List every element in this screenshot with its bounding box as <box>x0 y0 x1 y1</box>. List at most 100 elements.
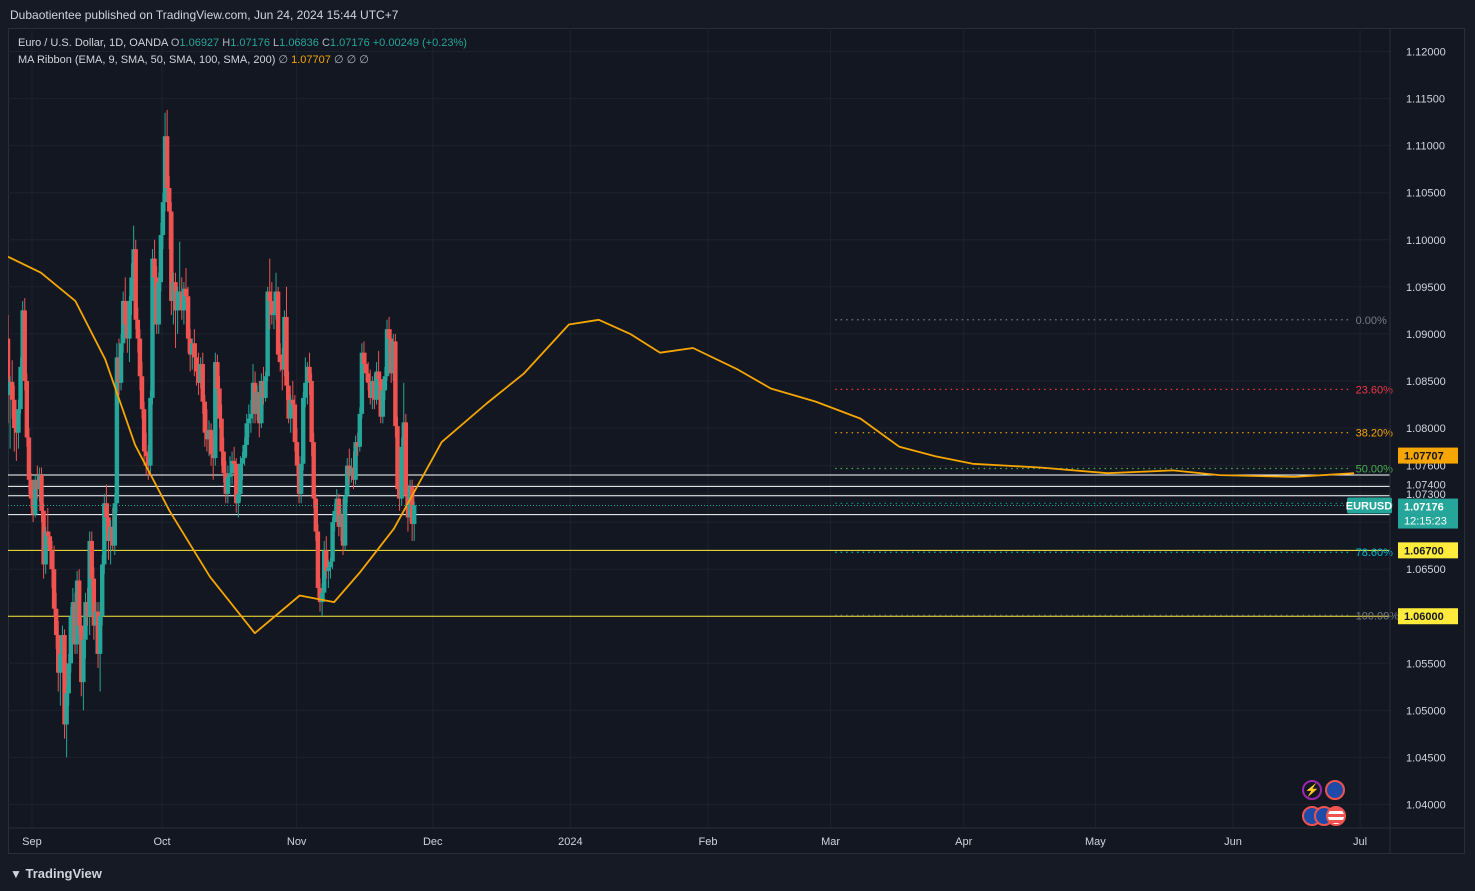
time-tick-label: Jun <box>1224 836 1242 848</box>
candle-down <box>91 567 97 640</box>
indicator-name[interactable]: MA Ribbon (EMA, 9, SMA, 50, SMA, 100, SM… <box>18 54 276 66</box>
candle-body <box>246 418 252 424</box>
footer-bar: ▼ TradingView <box>0 858 1475 891</box>
candle-body <box>363 364 369 374</box>
candle-body <box>47 536 53 551</box>
time-tick-label: Oct <box>153 836 170 848</box>
candle-body <box>100 564 105 617</box>
candle-body <box>33 479 38 515</box>
candle-down <box>51 545 57 617</box>
candle-body <box>45 531 50 537</box>
candle-up <box>64 686 69 758</box>
candle-down <box>24 373 30 447</box>
candle-body <box>16 409 21 433</box>
high-label: H <box>222 37 231 49</box>
indicator-legend-row[interactable]: MA Ribbon (EMA, 9, SMA, 50, SMA, 100, SM… <box>18 52 467 69</box>
candle-body <box>311 442 316 499</box>
candle-up <box>225 465 231 504</box>
candle-body <box>294 442 300 466</box>
candle-down <box>275 286 281 363</box>
candle-body <box>242 444 247 459</box>
tradingview-logo[interactable]: ▼ TradingView <box>10 866 102 881</box>
price-tick-label: 1.08500 <box>1406 376 1446 388</box>
candle-body <box>9 381 15 400</box>
candle-body <box>194 357 199 372</box>
price-tick-label: 1.07400 <box>1406 479 1446 491</box>
close-value: 1.07176 <box>329 37 370 49</box>
candle-down <box>311 432 316 508</box>
candle-body <box>374 371 379 400</box>
candle-body <box>290 399 295 405</box>
candle-body <box>164 136 170 188</box>
candle-body <box>259 380 264 424</box>
candle-down <box>234 458 239 513</box>
candle-body <box>24 380 30 438</box>
eu-flag-icon[interactable] <box>1325 780 1345 800</box>
candle-body <box>43 531 48 565</box>
symbol-legend-row[interactable]: Euro / U.S. Dollar, 1D, OANDA O1.06927 H… <box>18 35 467 52</box>
fib-level-label: 78.60% <box>1356 547 1394 559</box>
header-bar: Dubaotientee published on TradingView.co… <box>0 0 1475 28</box>
candle-body <box>227 473 233 477</box>
candle-up <box>246 404 252 438</box>
candle-body <box>114 357 120 504</box>
candle-up <box>181 282 187 325</box>
candle-body <box>303 382 308 398</box>
candle-body <box>156 282 161 325</box>
candle-body <box>66 663 71 694</box>
low-value: 1.06836 <box>279 37 319 49</box>
candle-body <box>267 291 272 301</box>
time-tick-label: 2024 <box>558 836 582 848</box>
candle-body <box>148 397 153 466</box>
candle-down <box>8 315 11 424</box>
time-tick-label: Mar <box>821 836 840 848</box>
candle-up <box>384 319 390 381</box>
indicator-extra-values: ∅ ∅ ∅ <box>333 54 369 66</box>
candle-body <box>118 343 124 383</box>
candle-up <box>263 371 268 402</box>
candle-body <box>160 202 166 236</box>
candle-body <box>76 580 82 626</box>
candle-body <box>236 493 241 504</box>
symbol-name[interactable]: Euro / U.S. Dollar, 1D, OANDA <box>18 37 168 49</box>
price-tick-label: 1.09500 <box>1406 282 1446 294</box>
high-value: 1.07176 <box>230 37 270 49</box>
candle-body <box>89 540 94 579</box>
candle-body <box>127 300 132 339</box>
candle-body <box>326 567 331 572</box>
candle-body <box>240 458 245 464</box>
lightning-icon[interactable]: ⚡ <box>1302 780 1322 800</box>
candle-body <box>62 635 67 725</box>
candle-up <box>342 489 348 551</box>
candle-body <box>219 418 224 452</box>
time-tick-label: Jul <box>1353 836 1367 848</box>
candle-body <box>183 288 189 297</box>
candle-body <box>68 616 74 664</box>
close-label: C <box>321 37 330 49</box>
candle-body <box>58 653 63 673</box>
tradingview-logo-text: TradingView <box>25 866 102 881</box>
candle-body <box>150 258 155 398</box>
bar-countdown: 12:15:23 <box>1404 516 1447 528</box>
chart-pane[interactable] <box>8 28 1465 854</box>
candle-body <box>345 465 350 496</box>
candle-down <box>395 416 400 499</box>
candle-body <box>269 300 275 316</box>
candle-body <box>238 463 243 494</box>
candle-down <box>139 362 145 419</box>
us-flag-icon[interactable] <box>1326 806 1346 826</box>
price-chart[interactable]: 0.00%23.60%38.20%50.00%61.80%78.60%100.0… <box>8 28 1465 854</box>
symbol-tag <box>1347 497 1392 514</box>
candle-body <box>399 446 404 499</box>
candle-down <box>208 423 214 466</box>
price-tick-label: 1.11000 <box>1406 141 1445 153</box>
candle-body <box>357 413 362 447</box>
candle-body <box>298 463 304 494</box>
open-value: 1.06927 <box>179 37 220 49</box>
candle-body <box>307 366 312 381</box>
candle-down <box>315 524 321 598</box>
candle-down <box>215 354 220 396</box>
candle-down <box>284 286 289 400</box>
candle-body <box>292 404 298 443</box>
candle-body <box>144 451 149 457</box>
